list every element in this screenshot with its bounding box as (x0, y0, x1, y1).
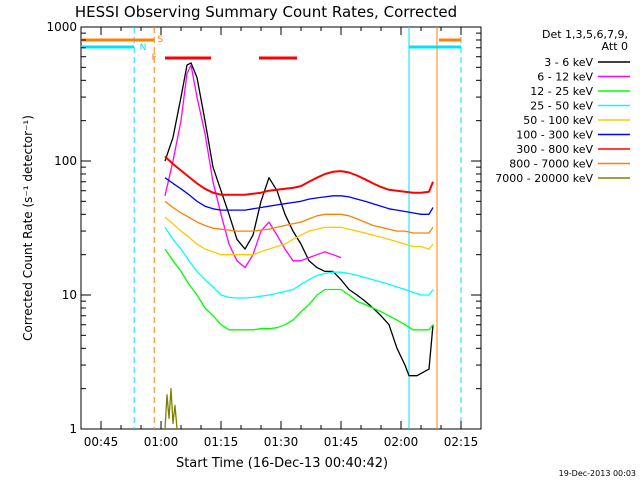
y-tick-label-1: 1 (69, 422, 77, 436)
series-line-3 (164, 248, 434, 331)
legend-header-2: Att 0 (602, 40, 628, 53)
y-tick-label-4: 1000 (46, 20, 77, 34)
x-tick-label-5: 01:45 (324, 435, 359, 449)
legend-label-4: 25 - 50 keV (530, 100, 593, 113)
x-tick-label-2: 01:00 (144, 435, 179, 449)
flag-label-f: F (152, 53, 157, 63)
observing-flags-layer: SNF (81, 27, 462, 429)
legend-label-3: 12 - 25 keV (530, 85, 593, 98)
legend-label-7: 300 - 800 keV (516, 143, 593, 156)
x-tick-label-4: 01:30 (264, 435, 299, 449)
axes-layer: 00:45 01:00 01:15 01:30 01:45 02:00 02:15 1 10 10… (46, 20, 482, 449)
chart-title: HESSI Observing Summary Count Rates, Cor… (75, 3, 457, 21)
legend-label-1: 3 - 6 keV (544, 56, 593, 69)
y-tick-label-3: 100 (54, 154, 77, 168)
x-tick-label-7: 02:15 (444, 435, 479, 449)
legend-label-6: 100 - 300 keV (516, 129, 593, 142)
series-line-2 (164, 64, 342, 269)
series-line-6 (164, 177, 434, 215)
plot-frame (80, 26, 482, 430)
series-line-9 (164, 388, 178, 430)
y-axis-label: Corrected Count Rate (s⁻¹ detector⁻¹) (21, 115, 35, 341)
series-line-4 (164, 226, 434, 299)
x-tick-label-3: 01:15 (204, 435, 239, 449)
legend-header-1: Det 1,3,5,6,7,9, (542, 28, 628, 41)
flag-label-n: N (140, 43, 147, 53)
legend-label-8: 800 - 7000 keV (509, 158, 593, 171)
x-tick-label-6: 02:00 (384, 435, 419, 449)
series-layer (164, 62, 434, 430)
legend-label-9: 7000 - 20000 keV (495, 172, 593, 185)
series-line-8 (164, 200, 434, 234)
x-tick-label-1: 00:45 (84, 435, 119, 449)
series-line-7 (164, 155, 434, 196)
y-tick-label-2: 10 (62, 288, 77, 302)
legend-label-2: 6 - 12 keV (537, 71, 593, 84)
series-line-5 (164, 216, 434, 256)
flag-label-s: S (157, 35, 163, 45)
legend: Det 1,3,5,6,7,9,Att 0 3 - 6 keV 6 - 12 keV… (495, 28, 630, 185)
legend-label-5: 50 - 100 keV (523, 114, 593, 127)
series-line-1 (164, 62, 434, 377)
x-axis-label: Start Time (16-Dec-13 00:40:42) (176, 456, 388, 471)
timestamp: 19-Dec-2013 00:03 (559, 469, 636, 478)
